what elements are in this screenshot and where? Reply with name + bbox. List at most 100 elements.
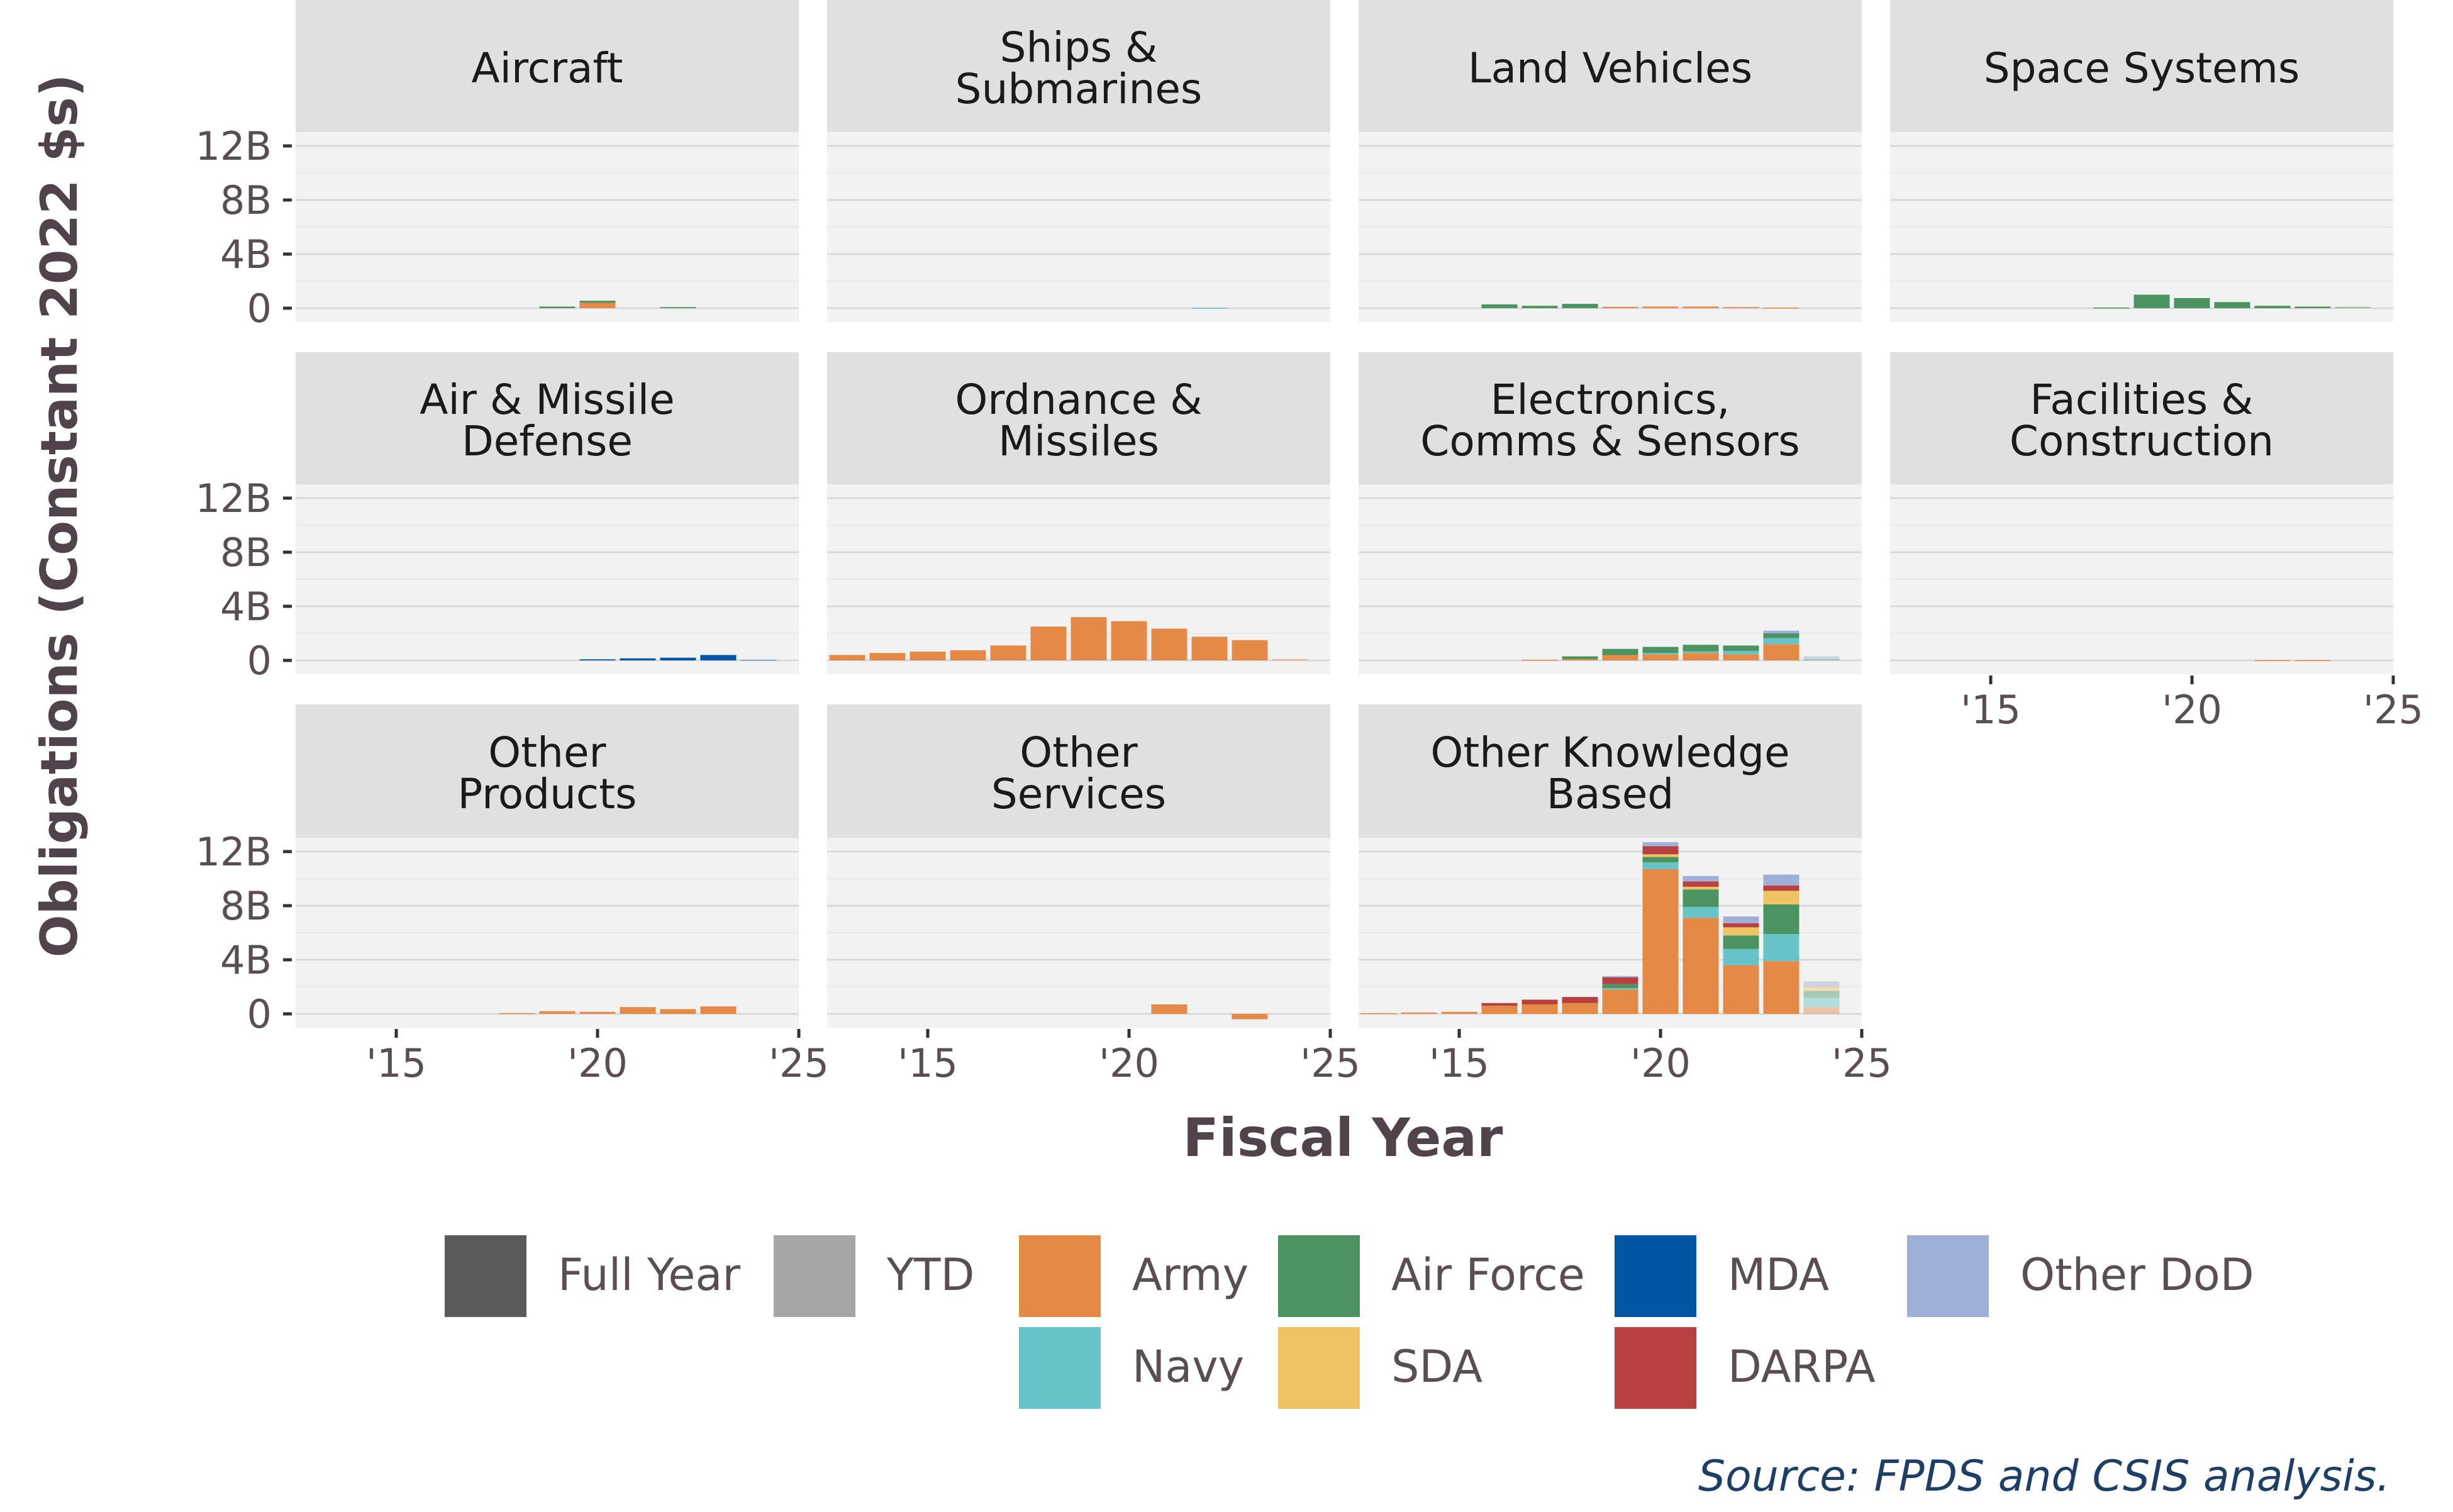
legend-label: Navy: [1132, 1341, 1244, 1392]
legend-swatch: [771, 1233, 858, 1320]
y-tick-label: 0: [247, 638, 272, 684]
legend-item-navy: Navy: [1016, 1325, 1244, 1411]
bar-segment-army-2018: [1562, 1003, 1598, 1014]
facet-title: Facilities &: [2030, 375, 2253, 424]
x-tick-label: '20: [1099, 1040, 1159, 1086]
bar-segment-navy-2023: [1763, 934, 1799, 962]
bar-segment-navy-2020: [1642, 862, 1679, 869]
y-tick-label: 12B: [196, 475, 272, 521]
facet-title: Land Vehicles: [1468, 44, 1752, 92]
legend-label: MDA: [1728, 1249, 1829, 1301]
bar-segment-mda-2024: [740, 659, 777, 661]
facet-aircraft: Aircraft 0 4B 8B 12B: [196, 0, 799, 331]
bar-segment-air-force-2020: [1642, 647, 1679, 653]
bar-segment-army-2013: [829, 655, 865, 660]
bar-segment-army-2020: [579, 1011, 616, 1014]
bar-segment-air-force-2019: [1602, 984, 1638, 989]
bar-segment-air-force-2017: [1521, 306, 1558, 308]
y-axis-title: Obligations (Constant 2022 $s): [30, 74, 89, 958]
legend-label: DARPA: [1728, 1341, 1876, 1392]
legend-item-air-force: Air Force: [1276, 1233, 1585, 1320]
bar-segment-darpa-2022: [1723, 923, 1759, 928]
bar-segment-army-2022: [660, 1009, 696, 1014]
bar-segment-sda-2020: [1642, 854, 1679, 857]
y-tick-label: 12B: [196, 123, 272, 169]
legend-swatch: [1276, 1325, 1362, 1411]
bar-segment-air-force-2022: [2254, 306, 2291, 308]
bar-segment-army-2020: [1642, 306, 1679, 308]
bar-segment-army-2015: [909, 652, 946, 660]
bar-segment-army-2021: [1151, 628, 1188, 660]
bar-segment-other-dod-2021: [1683, 876, 1719, 882]
x-tick-label: '20: [2162, 687, 2222, 733]
legend-swatch: [1612, 1233, 1699, 1320]
bar-segment-army-2019: [539, 1011, 576, 1014]
bar-segment-army-2023: [1232, 1014, 1268, 1020]
bar-segment-army-2016: [1481, 1006, 1518, 1014]
legend-item-army: Army: [1016, 1233, 1249, 1320]
legend-swatch: [1276, 1233, 1362, 1320]
bar-segment-navy-2019: [1602, 988, 1638, 990]
facet-title: Other: [488, 728, 606, 777]
x-axis-title: Fiscal Year: [1183, 1107, 1503, 1169]
bar-segment-army-2022: [1723, 307, 1759, 308]
bar-segment-army-2014: [1401, 1012, 1437, 1014]
bar-segment-air-force-2020: [2174, 297, 2210, 308]
y-tick-label: 0: [247, 286, 272, 331]
facet-title: Other: [1020, 728, 1138, 777]
bar-segment-navy-2022: [1723, 650, 1759, 655]
legend: Full Year YTD Army Air Force MDA Other DoD Nav…: [442, 1233, 2254, 1411]
bar-segment-army-2023: [1763, 308, 1799, 309]
legend-item-sda: SDA: [1276, 1325, 1482, 1411]
x-tick-label: '25: [769, 1040, 829, 1086]
facet-title: Air & Missile: [420, 375, 674, 424]
bar-segment-air-force-2024: [1803, 659, 1840, 660]
bar-segment-air-force-2018: [1562, 304, 1598, 308]
facet-title: Aircraft: [472, 44, 623, 92]
bar-segment-army-2017: [1521, 1004, 1558, 1014]
bar-segment-army-2013: [1360, 1013, 1397, 1014]
bar-segment-darpa-2021: [1683, 881, 1719, 887]
bar-segment-army-2018: [499, 1013, 535, 1014]
bar-segment-darpa-2020: [1642, 846, 1679, 855]
bar-segment-air-force-2021: [2214, 302, 2250, 308]
facet-title: Services: [991, 770, 1166, 818]
legend-item-darpa: DARPA: [1612, 1325, 1876, 1411]
facet-title: Ordnance &: [955, 375, 1202, 424]
facet-title: Based: [1547, 770, 1674, 818]
legend-swatch: [1905, 1233, 1991, 1320]
bar-segment-air-force-2024: [2335, 306, 2371, 308]
y-tick-label: 4B: [220, 584, 272, 630]
facet-ships-submarines: Ships &Submarines: [827, 0, 1330, 322]
facet-title: Other Knowledge: [1430, 728, 1789, 777]
facet-title: Products: [458, 770, 637, 818]
facet-strip: [827, 0, 1330, 132]
legend-item-full-year: Full Year: [442, 1233, 740, 1320]
bar-segment-air-force-2023: [1763, 904, 1799, 935]
bar-segment-army-2022: [1723, 965, 1759, 1014]
bar-segment-air-force-2024: [1803, 991, 1840, 998]
bar-segment-army-2021: [620, 1007, 656, 1014]
bar-segment-army-2014: [869, 653, 906, 660]
bar-segment-army-2020: [1642, 654, 1679, 660]
bar-segment-army-2019: [1602, 989, 1638, 1014]
legend-label: Army: [1132, 1249, 1249, 1301]
bar-segment-sda-2023: [1763, 891, 1799, 904]
facet-strip: [827, 704, 1330, 838]
x-tick-label: '20: [1630, 1040, 1691, 1086]
bar-segment-darpa-2017: [1521, 999, 1558, 1004]
facet-title: Ships &: [1000, 23, 1158, 72]
facet-land-vehicles: Land Vehicles: [1359, 0, 1862, 322]
bar-segment-army-2017: [990, 645, 1026, 660]
bar-segment-air-force-2022: [660, 307, 696, 308]
x-tick-label: '15: [1429, 1040, 1489, 1086]
bar-segment-other-dod-2023: [1763, 630, 1799, 633]
facet-strip: [827, 352, 1330, 484]
facet-strip: [1890, 352, 2393, 484]
facet-strip: [296, 352, 799, 484]
bar-segment-air-force-2019: [1602, 648, 1638, 655]
bar-segment-army-2018: [1562, 659, 1598, 660]
x-tick-label: '15: [898, 1040, 958, 1086]
bar-segment-army-2024: [1272, 659, 1308, 660]
